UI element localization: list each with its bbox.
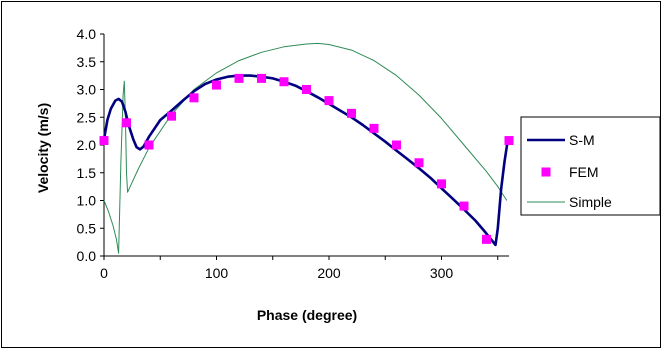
x-axis-ticks: 0 100 200 300 (100, 256, 499, 281)
legend-label: FEM (569, 164, 599, 180)
fem-marker (144, 140, 154, 150)
y-tick-label: 0.0 (77, 248, 97, 264)
fem-marker (459, 201, 469, 211)
fem-marker (279, 77, 289, 87)
fem-marker (122, 118, 131, 128)
fem-marker (167, 111, 176, 121)
fem-marker (257, 73, 266, 83)
fem-marker (324, 96, 334, 106)
fem-marker (504, 136, 514, 146)
y-tick-label: 0.5 (77, 220, 97, 236)
legend-label: Simple (569, 194, 612, 210)
y-tick-label: 1.5 (77, 165, 97, 181)
x-tick-label: 300 (430, 265, 454, 281)
y-axis-title: Velocity (m/s) (35, 103, 51, 193)
x-tick-label: 0 (100, 265, 108, 281)
y-tick-label: 3.5 (77, 54, 97, 70)
legend-items: S-M FEM Simple (527, 132, 612, 210)
fem-marker (414, 158, 424, 168)
y-tick-label: 2.0 (77, 137, 97, 153)
fem-marker (189, 93, 199, 103)
y-tick-label: 4.0 (77, 26, 97, 42)
fem-marker (369, 123, 379, 133)
fem-marker (482, 234, 491, 244)
y-tick-label: 2.5 (77, 109, 97, 125)
y-tick-label: 1.0 (77, 193, 97, 209)
fem-marker (437, 179, 446, 189)
series-layer (99, 42, 514, 254)
y-axis-ticks: 0.0 0.5 1.0 1.5 2.0 2.5 3.0 3.5 4.0 (77, 26, 104, 264)
series-line-simple (103, 42, 508, 254)
legend-swatch-fem (541, 167, 551, 177)
legend: S-M FEM Simple (520, 116, 661, 216)
x-tick-label: 100 (205, 265, 229, 281)
fem-marker (302, 85, 311, 94)
fem-marker (99, 136, 109, 146)
fem-marker (212, 80, 221, 90)
legend-label: S-M (569, 132, 595, 148)
x-axis-title: Phase (degree) (257, 307, 357, 323)
fem-marker (392, 140, 401, 150)
x-tick-label: 200 (317, 265, 341, 281)
fem-marker (347, 108, 356, 118)
y-tick-label: 3.0 (77, 82, 97, 98)
fem-marker (234, 73, 244, 83)
legend-box (520, 116, 661, 216)
